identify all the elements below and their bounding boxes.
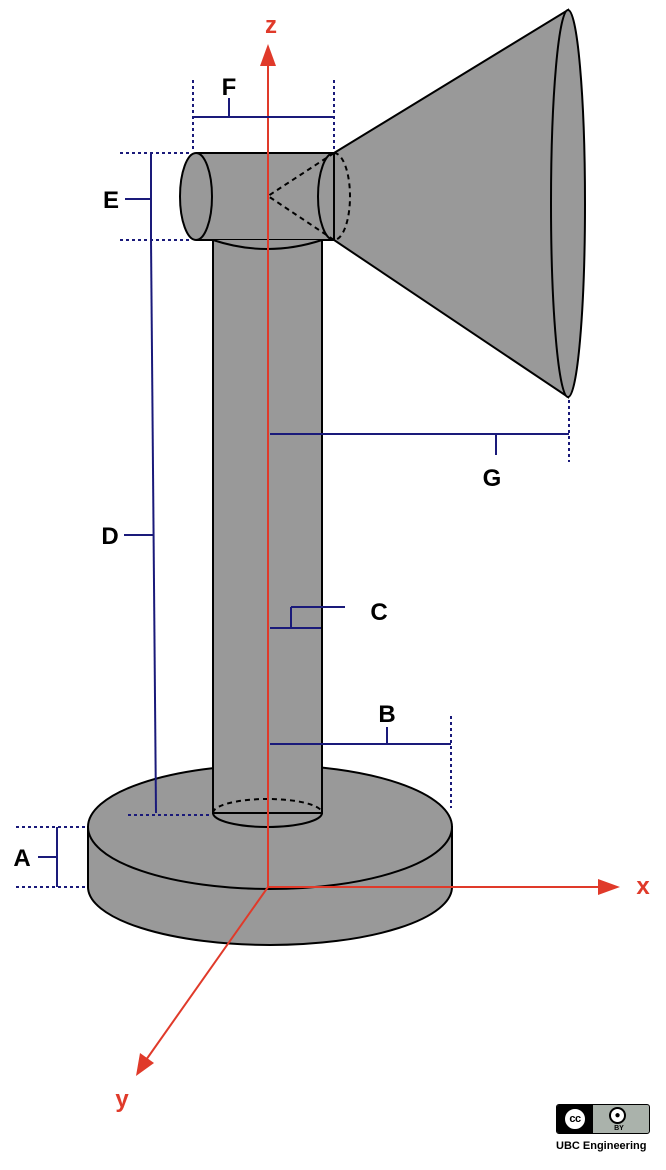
label-a: A <box>13 845 30 872</box>
y-axis-arrowhead <box>136 1053 154 1076</box>
dimension-a <box>16 826 86 888</box>
horn-mouth <box>550 9 586 398</box>
label-g: G <box>483 465 502 492</box>
license-badge: cc ● BY UBC Engineering <box>556 1104 652 1158</box>
horn <box>333 8 586 399</box>
by-text: BY <box>614 1125 624 1132</box>
head-cylinder-body <box>179 152 335 241</box>
cc-icon: cc <box>563 1107 587 1131</box>
dimension-e <box>120 152 190 241</box>
y-axis-line <box>145 886 269 1061</box>
license-caption: UBC Engineering <box>556 1140 647 1152</box>
label-f: F <box>222 74 237 101</box>
dimension-b <box>270 716 452 808</box>
head-cylinder-left-cap <box>195 152 213 241</box>
label-b: B <box>378 701 395 728</box>
cc-block: cc <box>557 1105 593 1133</box>
dimension-d <box>124 239 210 816</box>
z-axis-arrowhead <box>260 44 276 66</box>
axis-label-z: z <box>265 12 277 39</box>
coordinate-axes <box>136 44 620 1076</box>
label-d: D <box>101 523 118 550</box>
dimension-g <box>270 400 570 462</box>
dimension-lines <box>16 80 570 888</box>
dimension-c <box>270 606 345 629</box>
label-c: C <box>370 599 387 626</box>
attribution-person-icon: ● <box>609 1107 626 1124</box>
cc-by-box: cc ● BY <box>556 1104 650 1134</box>
head-cylinder-right-hidden-arc <box>333 152 351 241</box>
axis-label-y: y <box>115 1086 129 1113</box>
x-axis-arrowhead <box>598 879 620 895</box>
axis-label-x: x <box>636 873 650 900</box>
horn-cone <box>333 8 569 399</box>
label-e: E <box>103 187 119 214</box>
head-cylinder <box>179 152 351 250</box>
dimension-f <box>192 80 335 150</box>
head-cylinder-right-arc <box>317 152 335 241</box>
